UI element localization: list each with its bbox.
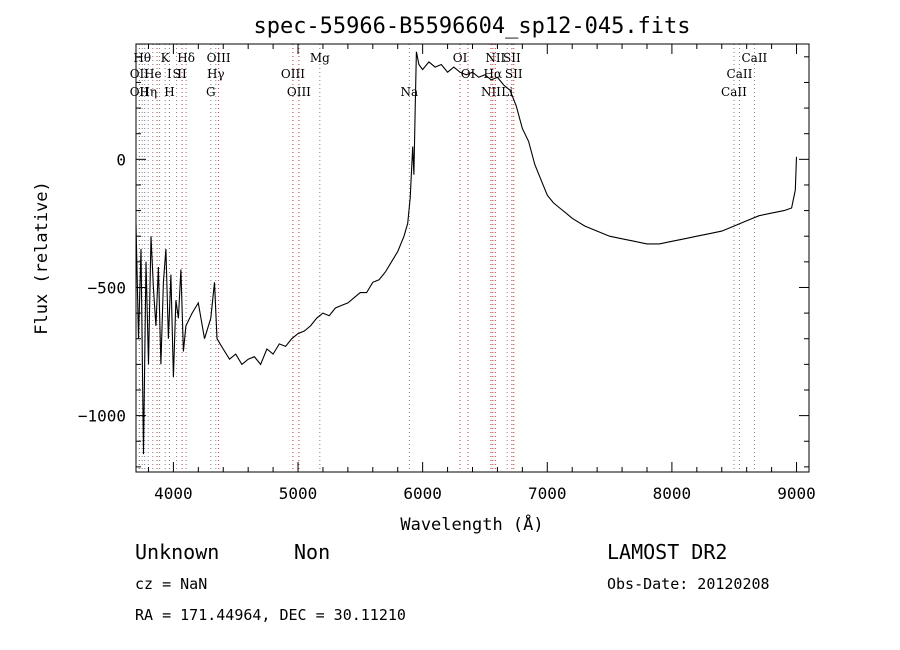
y-axis-label: Flux (relative) xyxy=(32,181,52,335)
line-marker-label-27: SII xyxy=(503,51,521,65)
y-tick-label: −1000 xyxy=(78,407,126,426)
line-marker-label-14: G xyxy=(206,85,216,99)
x-axis-label: Wavelength (Å) xyxy=(400,513,543,535)
line-marker-label-30: CaII xyxy=(727,67,753,81)
line-marker-label-20: Na xyxy=(400,85,418,99)
line-marker-label-26: Li xyxy=(501,85,513,99)
line-marker-label-1: OII xyxy=(130,85,150,99)
line-marker-label-23: NII xyxy=(481,85,501,99)
line-marker-label-8: K xyxy=(161,51,171,65)
line-marker-label-0: OII xyxy=(130,67,150,81)
line-marker-label-19: Mg xyxy=(310,51,330,65)
x-tick-label: 8000 xyxy=(653,484,692,503)
line-marker-label-11: S xyxy=(173,67,181,81)
line-marker-label-25: NII xyxy=(485,51,505,65)
line-marker-label-16: OIII xyxy=(207,51,231,65)
x-tick-label: 5000 xyxy=(279,484,318,503)
x-tick-label: 9000 xyxy=(777,484,816,503)
line-marker-label-2: Hθ xyxy=(133,51,151,65)
line-marker-label-18: OIII xyxy=(287,85,311,99)
line-marker-label-12: II xyxy=(177,67,187,81)
line-marker-label-17: OIII xyxy=(281,67,305,81)
survey-name: LAMOST DR2 xyxy=(607,540,727,564)
redshift-cz: cz = NaN xyxy=(135,575,207,593)
line-marker-label-9: H xyxy=(164,85,174,99)
line-marker-label-28: SII xyxy=(505,67,523,81)
line-marker-label-29: CaII xyxy=(721,85,747,99)
y-tick-label: 0 xyxy=(116,150,126,169)
chart-title: spec-55966-B5596604_sp12-045.fits xyxy=(253,14,690,39)
line-markers xyxy=(138,44,755,472)
line-marker-label-15: Hγ xyxy=(207,67,225,81)
line-marker-label-21: OI xyxy=(453,51,468,65)
plot-frame xyxy=(135,43,810,473)
coordinates: RA = 171.44964, DEC = 30.11210 xyxy=(135,606,406,624)
line-marker-label-4: Hη xyxy=(139,85,157,99)
object-class: Unknown xyxy=(135,540,219,564)
line-marker-label-31: CaII xyxy=(741,51,767,65)
line-marker-label-5: He xyxy=(144,67,162,81)
x-tick-labels: 4000 5000 6000 7000 8000 9000 xyxy=(154,484,816,503)
line-marker-label-10: I xyxy=(167,67,172,81)
object-subclass: Non xyxy=(294,540,330,564)
spectrum-line xyxy=(135,51,798,455)
observation-date: Obs-Date: 20120208 xyxy=(607,575,770,593)
x-tick-label: 7000 xyxy=(528,484,567,503)
x-tick-label: 6000 xyxy=(403,484,442,503)
y-tick-label: −500 xyxy=(87,278,126,297)
x-tick-label: 4000 xyxy=(154,484,193,503)
y-tick-labels: 0 −500 −1000 xyxy=(78,150,126,425)
axis-ticks xyxy=(136,44,809,472)
line-marker-label-13: Hδ xyxy=(177,51,195,65)
